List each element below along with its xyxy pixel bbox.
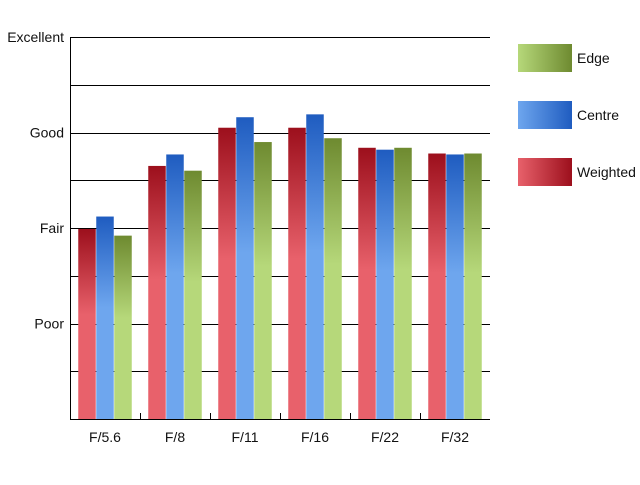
bar-edge-f-32 — [464, 153, 482, 419]
bar-centre-f-22 — [376, 149, 394, 419]
bar-centre-f-5-6 — [96, 216, 114, 419]
bar-centre-f-11 — [236, 117, 254, 419]
x-tick-labels: F/5.6 F/8 F/11 F/16 F/22 F/32 — [89, 429, 469, 445]
legend-item-weighted: Weighted — [518, 158, 640, 186]
legend-label-weighted: Weighted — [577, 164, 636, 180]
legend-swatch-centre — [518, 101, 572, 129]
bar-weighted-f-22 — [358, 147, 376, 419]
bar-weighted-f-11 — [218, 127, 236, 419]
y-tick-labels: Poor Fair Good Excellent — [7, 29, 64, 332]
bar-weighted-f-8 — [148, 165, 166, 419]
legend-label-edge: Edge — [577, 50, 610, 66]
bar-edge-f-16 — [324, 138, 342, 420]
legend-item-centre: Centre — [518, 101, 640, 129]
legend-swatch-edge — [518, 44, 572, 72]
bar-centre-f-8 — [166, 154, 184, 419]
bar-centre-f-16 — [306, 114, 324, 420]
bars — [78, 114, 482, 420]
y-tick-label: Fair — [40, 220, 64, 236]
axes — [70, 37, 490, 420]
legend-item-edge: Edge — [518, 44, 640, 72]
y-tick-label: Excellent — [7, 29, 64, 45]
x-tick-label: F/8 — [165, 429, 185, 445]
y-tick-label: Good — [30, 125, 64, 141]
bar-edge-f-11 — [254, 142, 272, 420]
bar-weighted-f-5-6 — [78, 228, 96, 419]
x-tick-label: F/32 — [441, 429, 469, 445]
y-tick-label: Poor — [34, 316, 64, 332]
bar-weighted-f-16 — [288, 127, 306, 419]
x-tick-label: F/16 — [301, 429, 329, 445]
bar-weighted-f-32 — [428, 153, 446, 419]
bar-edge-f-8 — [184, 170, 202, 419]
x-tick-label: F/22 — [371, 429, 399, 445]
grid-lines — [70, 37, 490, 372]
legend-swatch-weighted — [518, 158, 572, 186]
x-tick-label: F/11 — [232, 429, 259, 445]
bar-edge-f-22 — [394, 147, 412, 419]
bar-centre-f-32 — [446, 154, 464, 419]
x-tick-label: F/5.6 — [89, 429, 121, 445]
legend-label-centre: Centre — [577, 107, 620, 123]
bar-edge-f-5-6 — [114, 235, 132, 419]
